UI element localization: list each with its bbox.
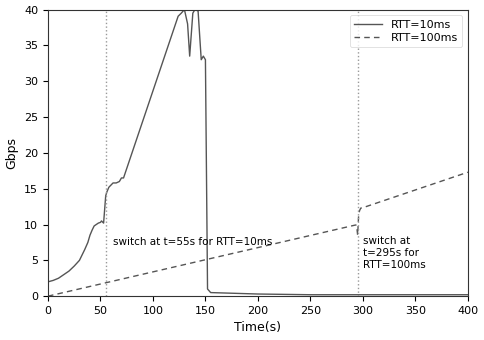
RTT=10ms	[307, 293, 313, 297]
Line: RTT=10ms: RTT=10ms	[48, 10, 468, 295]
RTT=100ms	[171, 265, 177, 269]
RTT=100ms	[198, 259, 204, 263]
RTT=100ms	[45, 294, 51, 298]
X-axis label: Time(s): Time(s)	[234, 321, 281, 335]
RTT=10ms	[150, 89, 156, 93]
RTT=100ms	[221, 254, 227, 258]
RTT=10ms	[412, 293, 418, 297]
RTT=10ms	[71, 264, 77, 268]
Legend: RTT=10ms, RTT=100ms: RTT=10ms, RTT=100ms	[349, 15, 462, 47]
RTT=100ms	[465, 170, 471, 174]
Text: switch at
t=295s for
RTT=100ms: switch at t=295s for RTT=100ms	[363, 236, 425, 270]
RTT=100ms	[70, 288, 76, 292]
Y-axis label: Gbps: Gbps	[5, 137, 18, 169]
RTT=100ms	[372, 202, 378, 206]
Line: RTT=100ms: RTT=100ms	[48, 172, 468, 296]
RTT=100ms	[99, 282, 105, 286]
RTT=10ms	[182, 7, 187, 12]
RTT=10ms	[179, 11, 184, 15]
RTT=10ms	[45, 280, 51, 284]
RTT=10ms	[91, 224, 97, 228]
RTT=10ms	[95, 221, 101, 225]
Text: switch at t=55s for RTT=10ms: switch at t=55s for RTT=10ms	[113, 237, 272, 246]
RTT=10ms	[465, 293, 471, 297]
